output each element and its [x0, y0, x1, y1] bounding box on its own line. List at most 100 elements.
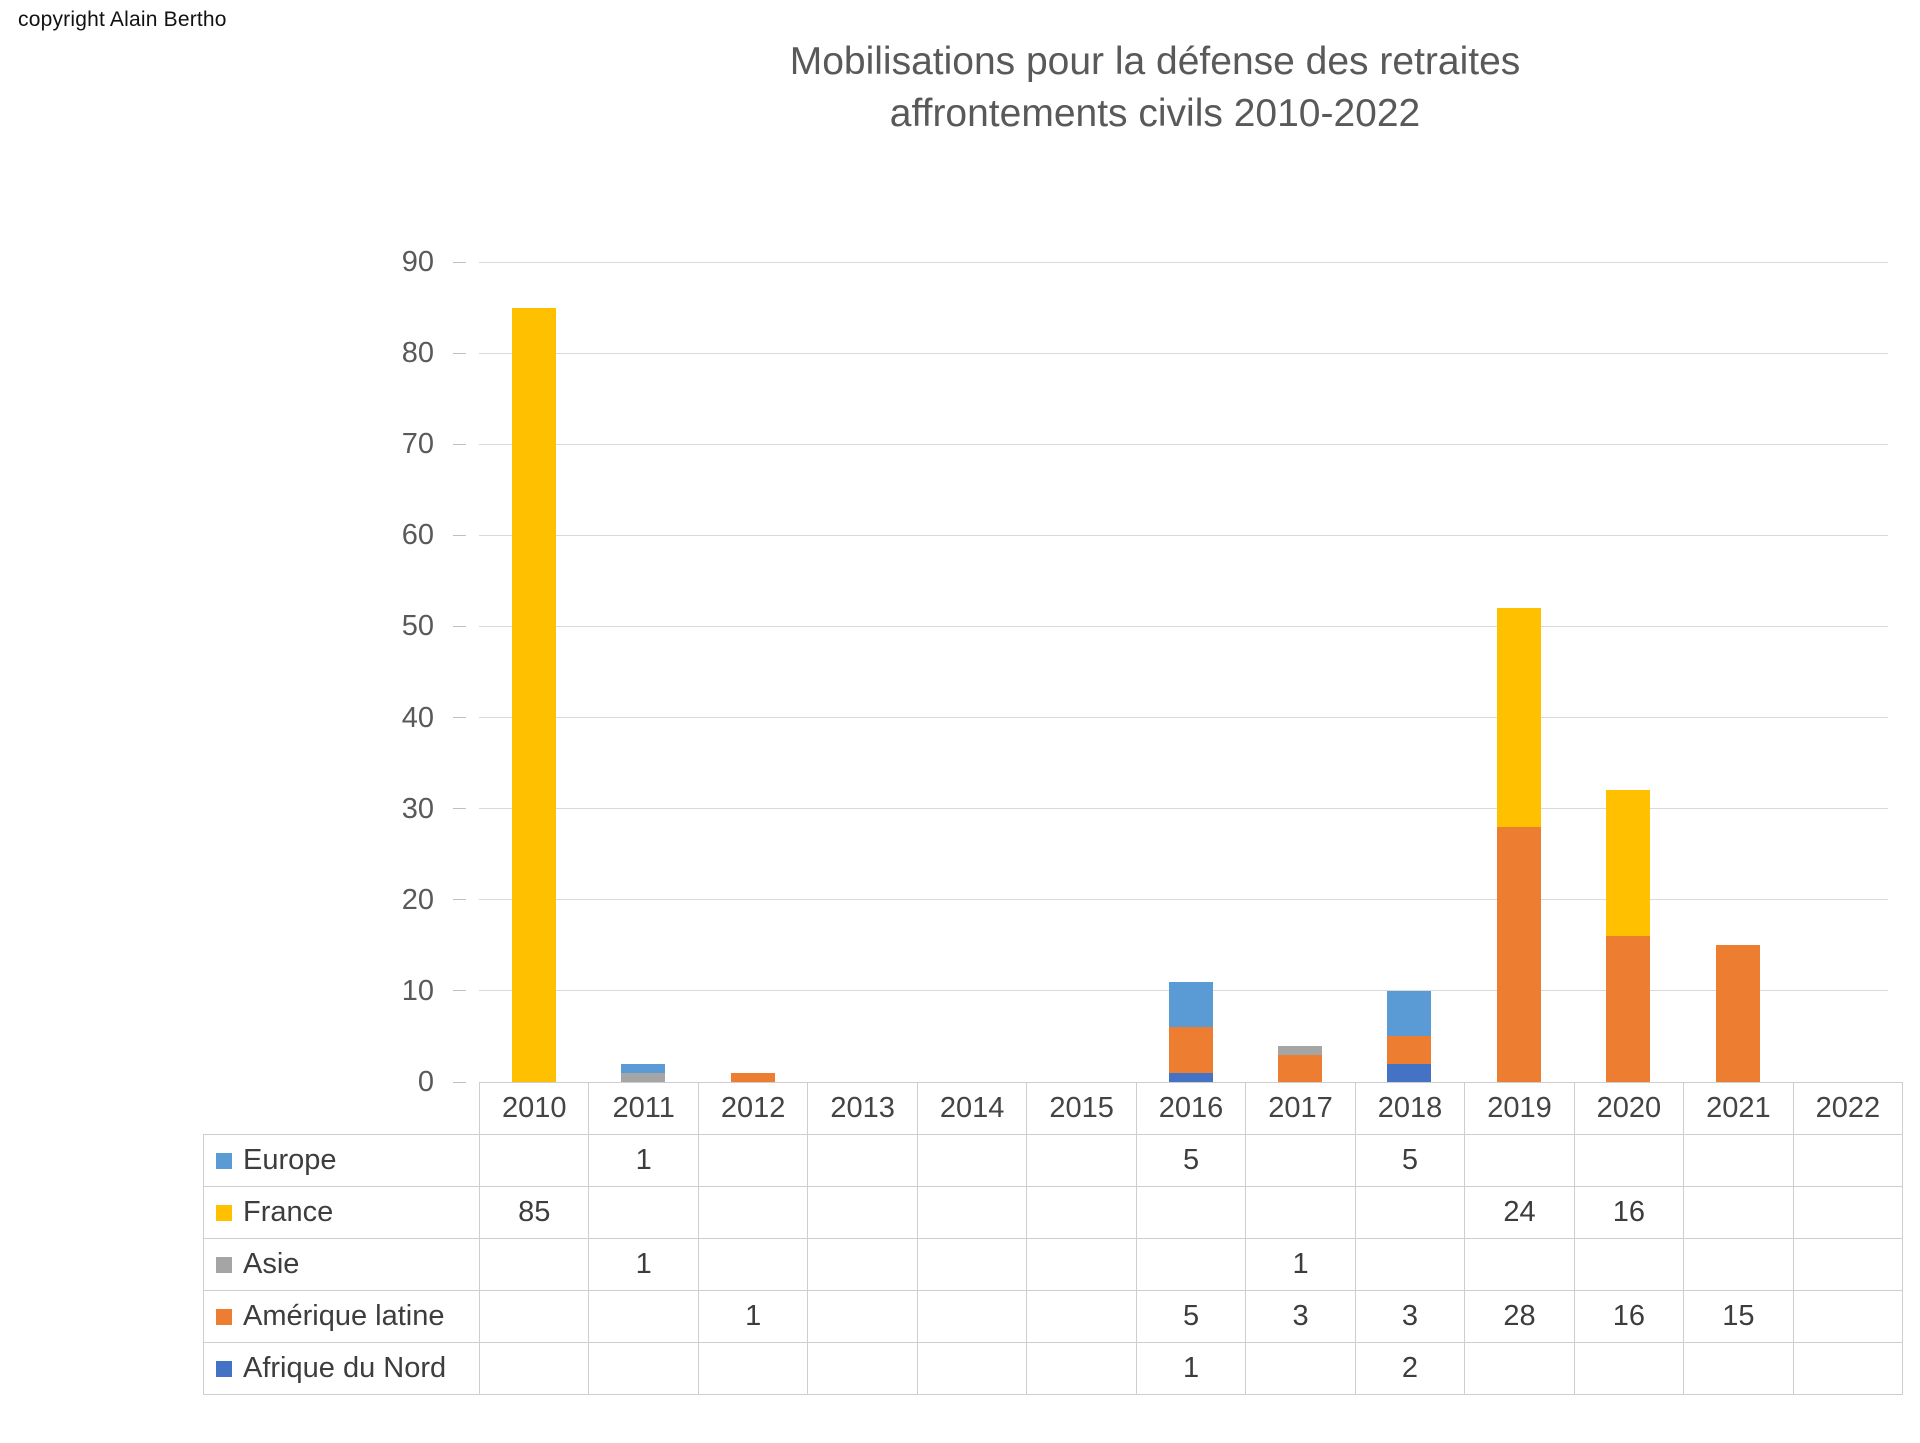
cell-asie-2022 — [1792, 1238, 1903, 1290]
gridline-70 — [479, 443, 1888, 445]
cell-france-2018 — [1354, 1186, 1465, 1238]
y-axis-label-0: 0 — [417, 1066, 434, 1098]
y-tick-0 — [453, 1081, 466, 1083]
cell-france-2011 — [588, 1186, 698, 1238]
cell-afrique-du-nord-2013 — [807, 1342, 917, 1394]
cell-asie-2012 — [697, 1238, 808, 1290]
cell-asie-2010 — [479, 1238, 589, 1290]
cell-europe-2010 — [479, 1134, 589, 1186]
y-tick-10 — [453, 990, 466, 992]
year-cell-2018: 2018 — [1354, 1083, 1464, 1134]
year-cell-2021: 2021 — [1683, 1083, 1792, 1134]
cell-france-2020: 16 — [1573, 1186, 1684, 1238]
cell-europe-2017 — [1245, 1134, 1355, 1186]
year-cell-2012: 2012 — [697, 1083, 807, 1134]
y-axis-label-10: 10 — [401, 974, 434, 1007]
series-label-asie: Asie — [203, 1238, 479, 1290]
plot-area — [453, 261, 1902, 1083]
bar-2010-france — [511, 307, 556, 1082]
bar-2021-amérique-latine — [1715, 945, 1760, 1082]
cell-asie-2018 — [1354, 1238, 1465, 1290]
cell-asie-2014 — [916, 1238, 1027, 1290]
series-label-afrique-du-nord: Afrique du Nord — [203, 1342, 479, 1394]
table-row-europe: Europe 1 5 5 — [203, 1134, 1903, 1186]
series-label-europe: Europe — [203, 1134, 479, 1186]
bar-2019-amérique-latine — [1496, 826, 1541, 1082]
y-axis-label-60: 60 — [401, 519, 434, 552]
cell-asie-2016 — [1135, 1238, 1246, 1290]
cell-afrique-du-nord-2020 — [1573, 1342, 1684, 1394]
cell-amérique-latine-2012: 1 — [697, 1290, 808, 1342]
cell-europe-2018: 5 — [1354, 1134, 1465, 1186]
legend-swatch-france — [216, 1204, 232, 1221]
series-name-europe: Europe — [243, 1144, 337, 1176]
y-axis-label-20: 20 — [401, 883, 434, 916]
cell-afrique-du-nord-2022 — [1792, 1342, 1903, 1394]
cell-afrique-du-nord-2019 — [1464, 1342, 1574, 1394]
series-name-france: France — [243, 1196, 334, 1228]
cell-afrique-du-nord-2021 — [1683, 1342, 1793, 1394]
series-name-afrique-du-nord: Afrique du Nord — [243, 1352, 447, 1384]
gridline-30 — [479, 808, 1888, 810]
cell-amérique-latine-2010 — [479, 1290, 589, 1342]
chart-title-line2: affrontements civils 2010-2022 — [889, 92, 1421, 135]
bar-2017-amérique-latine — [1277, 1054, 1322, 1082]
cell-europe-2021 — [1683, 1134, 1793, 1186]
y-tick-60 — [453, 534, 466, 536]
bar-2016-amérique-latine — [1168, 1027, 1213, 1073]
cell-afrique-du-nord-2018: 2 — [1354, 1342, 1465, 1394]
year-cell-2020: 2020 — [1573, 1083, 1683, 1134]
cell-asie-2021 — [1683, 1238, 1793, 1290]
cell-afrique-du-nord-2010 — [479, 1342, 589, 1394]
legend-swatch-asie — [216, 1256, 232, 1273]
y-tick-20 — [453, 899, 466, 901]
cell-amérique-latine-2018: 3 — [1354, 1290, 1465, 1342]
y-tick-70 — [453, 443, 466, 445]
y-axis-label-40: 40 — [401, 701, 434, 734]
cell-france-2021 — [1683, 1186, 1793, 1238]
series-name-asie: Asie — [243, 1248, 300, 1280]
cell-amérique-latine-2021: 15 — [1683, 1290, 1793, 1342]
cell-afrique-du-nord-2015 — [1026, 1342, 1136, 1394]
cell-europe-2022 — [1792, 1134, 1903, 1186]
year-cell-2011: 2011 — [588, 1083, 697, 1134]
cell-amérique-latine-2011 — [588, 1290, 698, 1342]
series-name-amérique-latine: Amérique latine — [243, 1300, 445, 1332]
cell-europe-2019 — [1464, 1134, 1574, 1186]
y-tick-90 — [453, 261, 466, 263]
y-tick-80 — [453, 352, 466, 354]
cell-afrique-du-nord-2016: 1 — [1135, 1342, 1246, 1394]
cell-amérique-latine-2020: 16 — [1573, 1290, 1684, 1342]
y-tick-50 — [453, 625, 466, 627]
y-axis-label-80: 80 — [401, 337, 434, 370]
cell-afrique-du-nord-2017 — [1245, 1342, 1355, 1394]
copyright-note: copyright Alain Bertho — [18, 8, 227, 31]
cell-europe-2016: 5 — [1135, 1134, 1246, 1186]
x-axis-year-row: 2010 2011 2012 2013 2014 2015 2016 2017 2018 2019… — [479, 1082, 1903, 1134]
y-tick-30 — [453, 808, 466, 810]
year-cell-2010: 2010 — [479, 1083, 588, 1134]
gridline-20 — [479, 899, 1888, 901]
cell-europe-2012 — [697, 1134, 808, 1186]
cell-asie-2011: 1 — [588, 1238, 698, 1290]
bar-2011-asie — [621, 1072, 666, 1082]
cell-europe-2013 — [807, 1134, 917, 1186]
cell-france-2013 — [807, 1186, 917, 1238]
cell-afrique-du-nord-2011 — [588, 1342, 698, 1394]
cell-france-2019: 24 — [1464, 1186, 1574, 1238]
cell-asie-2015 — [1026, 1238, 1136, 1290]
bar-2012-amérique-latine — [730, 1072, 775, 1082]
table-row-amérique-latine: Amérique latine 1 5 3 3 28 16 15 — [203, 1290, 1903, 1342]
cell-amérique-latine-2013 — [807, 1290, 917, 1342]
cell-amérique-latine-2015 — [1026, 1290, 1136, 1342]
series-label-france: France — [203, 1186, 479, 1238]
cell-amérique-latine-2019: 28 — [1464, 1290, 1574, 1342]
bar-2020-amérique-latine — [1606, 936, 1651, 1082]
y-axis-label-70: 70 — [401, 428, 434, 461]
bar-2018-amérique-latine — [1387, 1036, 1432, 1064]
bar-2017-asie — [1277, 1045, 1322, 1055]
bar-2018-europe — [1387, 990, 1432, 1037]
cell-asie-2013 — [807, 1238, 917, 1290]
cell-france-2022 — [1792, 1186, 1903, 1238]
